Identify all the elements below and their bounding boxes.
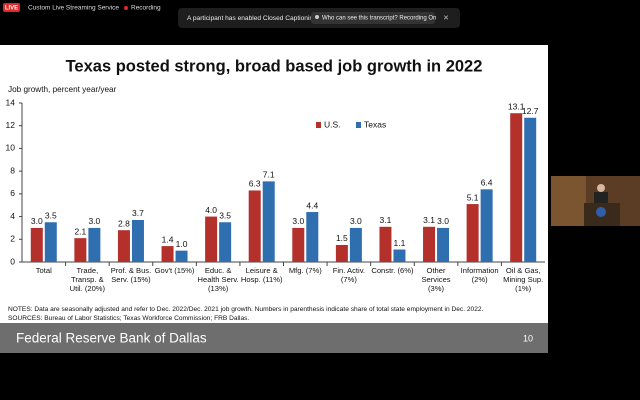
bar [30,227,43,262]
transcript-button-bg[interactable] [311,12,435,24]
bar [524,117,537,262]
notice: A participant has enabled Closed Caption… [187,15,317,22]
value-label: 1.0 [176,239,188,249]
x-tick-label: Constr. (6%) [371,266,414,275]
x-tick-label: Trade, Transp. & Util. (20%) [69,266,106,293]
bar [335,244,348,262]
transcript-button[interactable]: Who can see this transcript? Recording O… [322,16,436,22]
y-tick-label: 4 [10,211,15,221]
value-label: 6.3 [249,179,261,189]
bar [349,227,362,262]
people-icon [315,15,319,19]
legend-label: U.S. [324,119,341,129]
y-tick-label: 14 [6,97,16,107]
bar [205,216,218,262]
bar [175,250,188,262]
bar [379,226,392,262]
value-label: 3.0 [292,216,304,226]
live-badge-bg [3,3,20,12]
value-label: 5.1 [467,192,479,202]
podium-seal [596,207,606,217]
chart-title: Texas posted strong, broad based job gro… [66,57,483,75]
slide-footer [0,323,548,353]
bar [88,227,101,262]
x-tick-label: Educ. & Health Serv. (13%) [197,266,239,293]
value-label: 4.4 [306,200,318,210]
x-tick-label: Fin. Activ. (7%) [332,266,366,284]
bar [44,222,57,262]
value-label: 4.0 [205,205,217,215]
value-label: 3.5 [219,211,231,221]
recording-dot [124,6,128,10]
live-badge[interactable]: LIVE [5,6,18,12]
value-label: 3.1 [380,215,392,225]
bar [117,230,130,262]
footer-text: Federal Reserve Bank of Dallas [16,331,207,346]
bar [161,246,174,262]
bar [306,212,319,262]
value-label: 6.4 [481,178,493,188]
close-button[interactable]: × [443,12,448,22]
value-label: 1.5 [336,233,348,243]
x-tick-label: Other Services (3%) [421,266,451,293]
y-tick-label: 6 [10,188,15,198]
value-label: 3.0 [88,216,100,226]
y-tick-label: 10 [6,143,16,153]
value-label: 3.0 [31,216,43,226]
x-tick-label: Mfg. (7%) [288,266,322,275]
bar [423,226,436,262]
x-tick-label: Leisure & Hosp. (11%) [240,266,283,284]
y-axis-label: Job growth, percent year/year [8,85,117,94]
bar [292,227,305,262]
value-label: 7.1 [263,170,275,180]
x-tick-label: Total [35,266,52,275]
legend-swatch [316,122,321,128]
value-label: 2.1 [74,226,86,236]
value-label: 3.1 [423,215,435,225]
value-label: 13.1 [508,101,525,111]
x-tick-label: Gov't (15%) [154,266,195,275]
legend-swatch [356,122,361,128]
bar [480,189,493,262]
bar [248,190,261,262]
value-label: 3.5 [45,211,57,221]
bar [262,181,275,262]
page-number: 10 [523,333,533,343]
bar [219,222,232,262]
value-label: 3.0 [437,216,449,226]
stream-menu[interactable]: Custom Live Streaming Service [28,5,119,12]
bar [437,227,450,262]
value-label: 1.4 [162,234,174,244]
x-tick-label: Prof. & Bus. Serv. (15%) [110,266,152,284]
bar [510,113,523,262]
x-tick-label: Information (2%) [460,266,499,284]
speaker-body [594,192,608,203]
value-label: 1.1 [394,238,406,248]
y-tick-label: 2 [10,234,15,244]
x-tick-label: Oil & Gas, Mining Sup. (1%) [503,266,544,293]
legend-label: Texas [364,119,386,129]
y-tick-label: 12 [6,120,16,130]
speaker-head [597,184,605,192]
value-label: 2.8 [118,218,130,228]
value-label: 3.0 [350,216,362,226]
notes: NOTES: Data are seasonally adjusted and … [8,306,484,313]
bar [74,238,87,262]
y-tick-label: 0 [10,256,15,266]
y-tick-label: 8 [10,165,15,175]
bar [466,204,479,262]
bar [393,249,406,262]
video-wall [551,176,586,226]
value-label: 3.7 [132,208,144,218]
recording: Recording [131,5,161,12]
value-label: 12.7 [522,106,539,116]
bar [131,219,144,262]
sources: SOURCES: Bureau of Labor Statistics; Tex… [8,315,249,322]
